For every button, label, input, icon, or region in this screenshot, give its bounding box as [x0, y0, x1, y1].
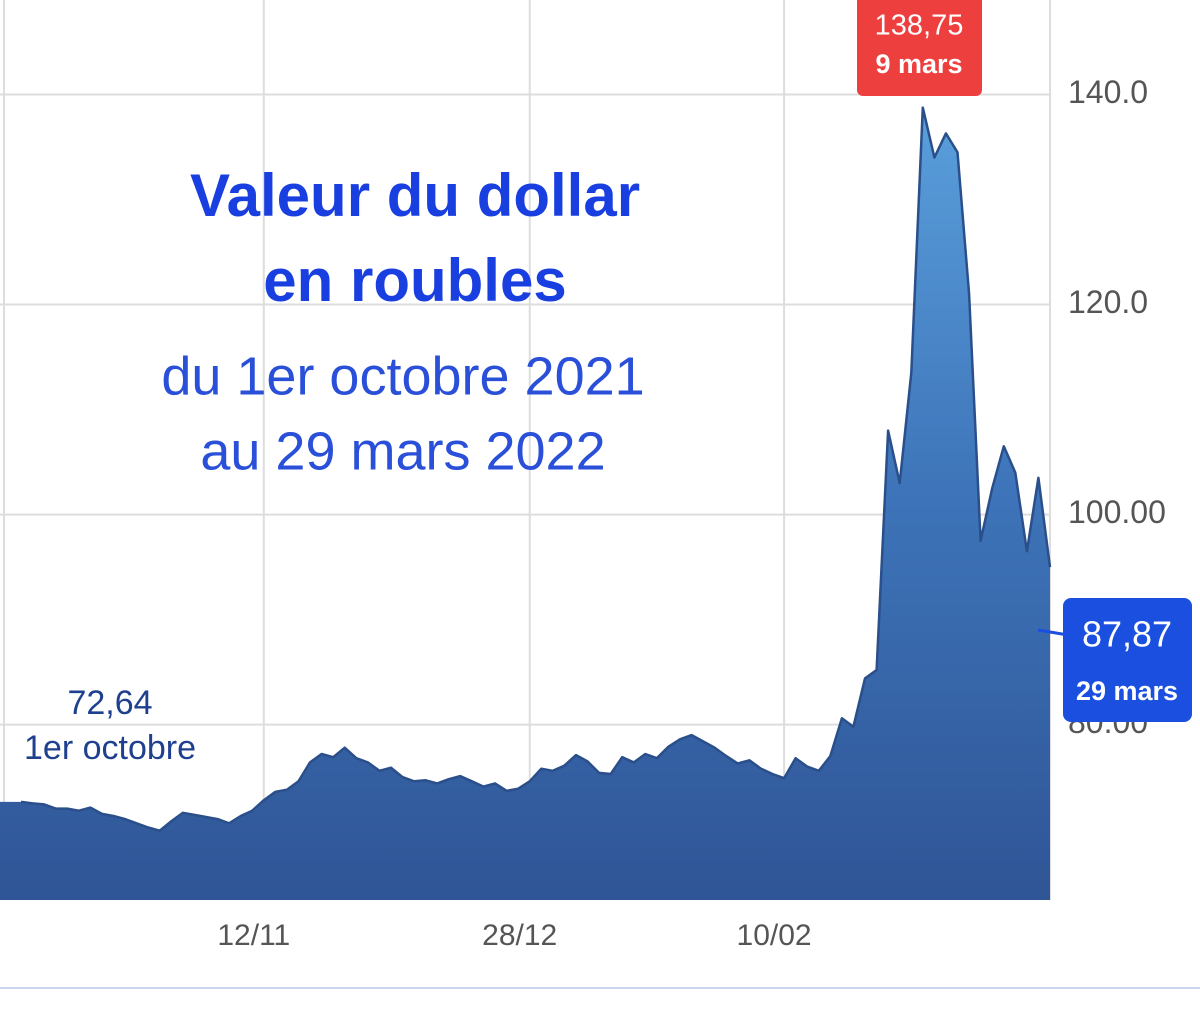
chart-title: Valeur du dollar	[190, 162, 640, 229]
annotation: 9 mars	[875, 49, 962, 79]
x-tick-label: 10/02	[737, 919, 812, 952]
chart-title: en roubles	[263, 247, 566, 314]
area	[0, 107, 1050, 901]
annotation: 29 mars	[1076, 676, 1178, 706]
annotation-box	[857, 0, 982, 96]
annotation-box	[1063, 598, 1192, 722]
line	[20, 106, 1052, 832]
annotations: 72,64 1er octobre 138,75 9 mars 87,87 29…	[24, 0, 1192, 767]
annotation: 72,64	[67, 684, 152, 722]
y-tick-label: 140.0	[1068, 74, 1148, 110]
annotation: 1er octobre	[24, 729, 196, 767]
y-tick-label: 120.0	[1068, 284, 1148, 320]
x-tick-label: 12/11	[217, 919, 290, 952]
chart-subtitle: du 1er octobre 2021	[161, 346, 644, 406]
plot	[0, 106, 1052, 901]
y-tick-label: 100.00	[1068, 494, 1166, 530]
chart-subtitle: au 29 mars 2022	[200, 421, 605, 481]
annotation: 138,75	[875, 10, 964, 42]
x-tick-label: 28/12	[482, 919, 557, 952]
labels: Valeur du dollar en roubles du 1er octob…	[161, 162, 644, 481]
annotation: 87,87	[1082, 614, 1172, 655]
